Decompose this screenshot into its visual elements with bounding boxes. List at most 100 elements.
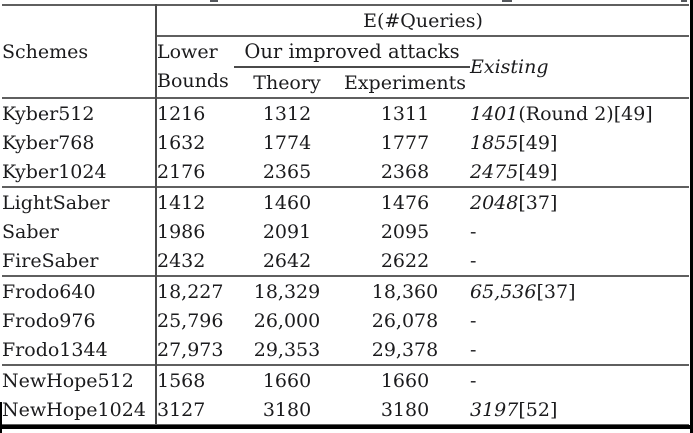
theory-value: 1660 [234, 364, 340, 395]
existing-value: 3197[52] [470, 395, 689, 426]
existing-number: 1855 [470, 131, 519, 154]
table-header: Schemes E(#Queries) Lower Bounds Our imp… [2, 5, 690, 98]
existing-number: 2475 [470, 160, 519, 183]
existing-citation: [52] [518, 398, 558, 421]
theory-column-header: Theory [253, 71, 321, 94]
attack-queries-table: Schemes E(#Queries) Lower Bounds Our imp… [2, 4, 690, 427]
table-row: Kyber768 1632 1774 1777 1855[49] [2, 128, 689, 157]
experiments-value: 26,078 [371, 309, 439, 332]
lower-bound-value: 2176 [157, 160, 206, 183]
table-row: Saber 1986 2091 2095 - [2, 217, 689, 246]
improved-attacks-column-group-header: Our improved attacks [234, 36, 470, 68]
cropped-text-fragment [502, 0, 512, 2]
schemes-column-header: Schemes [2, 5, 157, 98]
table-row: Kyber1024 2176 2365 2368 2475[49] [2, 157, 689, 187]
lower-bound-value: 1216 [156, 97, 234, 128]
lower-bound-value: 25,796 [157, 309, 224, 332]
scheme-name: Frodo976 [2, 306, 157, 335]
table-row: NewHope512 1568 1660 1660 - [2, 364, 690, 395]
scheme-name: NewHope512 [2, 364, 157, 395]
existing-value: - [470, 217, 689, 246]
existing-value: - [470, 306, 689, 335]
existing-citation: [49] [518, 131, 558, 154]
theory-value: 1774 [262, 131, 312, 154]
theory-value: 29,353 [253, 338, 321, 361]
existing-citation: - [470, 369, 477, 392]
existing-citation: - [470, 338, 477, 361]
scheme-name: Saber [2, 217, 157, 246]
experiments-value: 1311 [340, 97, 470, 128]
table-body: Kyber512 1216 1312 1311 1401(Round 2)[49… [2, 97, 690, 426]
lower-bounds-line2: Bounds [157, 70, 229, 92]
existing-value: - [470, 246, 689, 276]
experiments-column-header: Experiments [343, 71, 467, 94]
lower-bound-value: 3127 [157, 398, 206, 421]
table-row: FireSaber 2432 2642 2622 - [2, 246, 689, 276]
page-frame-border-right [690, 0, 693, 433]
lower-bounds-column-header: Lower Bounds [156, 36, 234, 98]
lower-bound-value: 2432 [157, 249, 206, 272]
scheme-name: NewHope1024 [2, 395, 157, 426]
existing-number: 1401 [470, 102, 519, 125]
existing-citation: - [470, 309, 477, 332]
scheme-name: Kyber1024 [2, 157, 157, 187]
page-frame-border-bottom [0, 425, 693, 429]
theory-value: 2091 [262, 220, 312, 243]
existing-value: 1855[49] [470, 128, 689, 157]
existing-number: 2048 [470, 191, 519, 214]
existing-citation: - [470, 249, 477, 272]
existing-value: 1401(Round 2)[49] [470, 97, 690, 128]
experiments-value: 1660 [340, 364, 470, 395]
theory-value: 1312 [234, 97, 340, 128]
lower-bound-value: 1986 [157, 220, 206, 243]
table-row: Frodo976 25,796 26,000 26,078 - [2, 306, 689, 335]
existing-value: 65,536[37] [470, 275, 690, 306]
existing-number: 3197 [470, 398, 519, 421]
experiments-value: 1476 [340, 186, 470, 217]
experiments-value: 2368 [380, 160, 430, 183]
scheme-name: Kyber768 [2, 128, 157, 157]
scheme-name: FireSaber [2, 246, 157, 276]
table-row: Kyber512 1216 1312 1311 1401(Round 2)[49… [2, 97, 690, 128]
experiments-value: 1777 [380, 131, 430, 154]
existing-citation: [37] [536, 280, 576, 303]
table-row: NewHope1024 3127 3180 3180 3197[52] [2, 395, 689, 426]
theory-value: 2642 [262, 249, 312, 272]
theory-value: 3180 [262, 398, 312, 421]
theory-value: 18,329 [234, 275, 340, 306]
experiments-value: 2095 [380, 220, 430, 243]
lower-bound-value: 1568 [156, 364, 234, 395]
scheme-name: Kyber512 [2, 97, 157, 128]
experiments-value: 29,378 [371, 338, 439, 361]
table-row: Frodo640 18,227 18,329 18,360 65,536[37] [2, 275, 690, 306]
table-row: LightSaber 1412 1460 1476 2048[37] [2, 186, 690, 217]
existing-value: 2048[37] [470, 186, 690, 217]
cropped-text-fragment [210, 0, 218, 2]
existing-column-header: Existing [470, 56, 549, 78]
experiments-value: 2622 [380, 249, 430, 272]
equeries-column-group-header: E(#Queries) [156, 5, 690, 37]
experiments-value: 18,360 [340, 275, 470, 306]
lower-bound-value: 18,227 [156, 275, 234, 306]
lower-bound-value: 1632 [157, 131, 206, 154]
existing-value: 2475[49] [470, 157, 689, 187]
existing-citation: [49] [518, 160, 558, 183]
scheme-name: LightSaber [2, 186, 157, 217]
existing-number: 65,536 [470, 280, 537, 303]
cropped-text-fragment [681, 0, 687, 2]
lower-bound-value: 27,973 [157, 338, 224, 361]
existing-citation: (Round 2)[49] [518, 102, 653, 125]
existing-citation: [37] [518, 191, 558, 214]
existing-value: - [470, 364, 690, 395]
theory-value: 1460 [234, 186, 340, 217]
existing-citation: - [470, 220, 477, 243]
scheme-name: Frodo1344 [2, 335, 157, 365]
page-frame-border-left [0, 402, 2, 433]
lower-bounds-line1: Lower [157, 41, 218, 63]
theory-value: 26,000 [253, 309, 321, 332]
table-row: Frodo1344 27,973 29,353 29,378 - [2, 335, 689, 365]
scheme-name: Frodo640 [2, 275, 157, 306]
results-table-container: Schemes E(#Queries) Lower Bounds Our imp… [2, 4, 690, 427]
lower-bound-value: 1412 [156, 186, 234, 217]
experiments-value: 3180 [380, 398, 430, 421]
